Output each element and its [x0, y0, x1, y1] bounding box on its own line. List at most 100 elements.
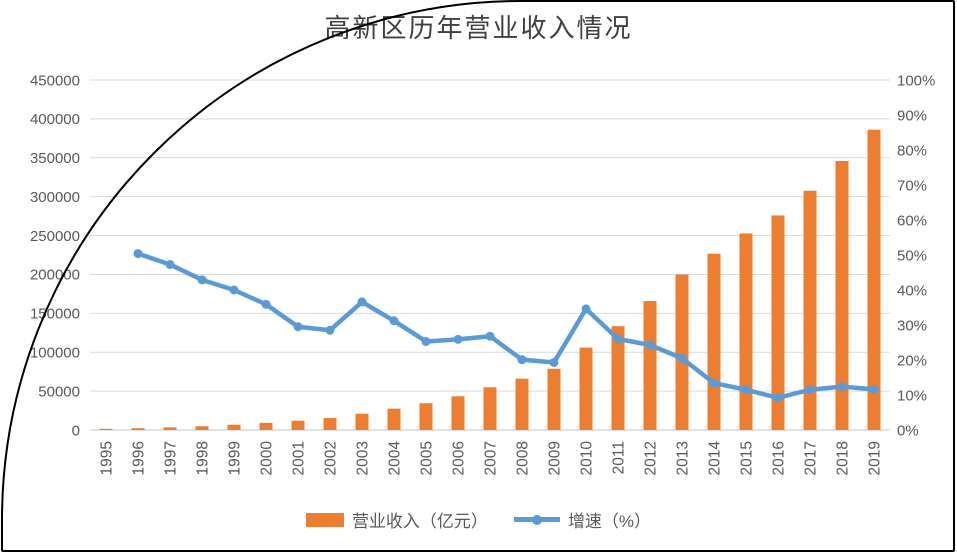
- x-axis-label-1997: 1997: [162, 441, 179, 475]
- growth-marker-2015: [741, 385, 751, 395]
- revenue-bar-2014: [707, 253, 721, 430]
- right-axis-label: 10%: [897, 387, 927, 404]
- x-axis-label-2013: 2013: [674, 441, 691, 475]
- growth-marker-2010: [581, 304, 591, 314]
- growth-marker-2008: [517, 355, 527, 365]
- revenue-bar-2006: [451, 396, 465, 430]
- revenue-bar-2019: [867, 129, 881, 430]
- growth-marker-2012: [645, 340, 655, 350]
- right-axis-label: 20%: [897, 352, 927, 369]
- x-axis-label-1995: 1995: [98, 441, 115, 475]
- growth-marker-1998: [197, 275, 207, 285]
- growth-marker-2007: [485, 331, 495, 341]
- right-axis-label: 40%: [897, 282, 927, 299]
- right-axis-label: 60%: [897, 212, 927, 229]
- right-axis-label: 0%: [897, 422, 919, 439]
- x-axis-label-2012: 2012: [642, 441, 659, 475]
- growth-marker-2014: [709, 378, 719, 388]
- revenue-bar-2007: [483, 387, 497, 430]
- revenue-bar-1999: [227, 424, 241, 430]
- revenue-bar-1996: [131, 428, 145, 430]
- x-axis-label-2004: 2004: [386, 441, 403, 476]
- right-axis-label: 80%: [897, 142, 927, 159]
- x-axis-label-2017: 2017: [802, 441, 819, 475]
- revenue-bar-1995: [99, 428, 113, 430]
- revenue-bar-2013: [675, 274, 689, 430]
- growth-marker-2000: [261, 299, 271, 309]
- x-axis-label-1999: 1999: [226, 441, 243, 475]
- x-axis-label-1998: 1998: [194, 441, 211, 475]
- revenue-bar-2012: [643, 301, 657, 430]
- x-axis-label-2011: 2011: [610, 441, 627, 474]
- legend-item-growth: 增速（%）: [513, 507, 652, 532]
- x-axis-label-2015: 2015: [738, 441, 755, 475]
- left-axis-label: 400000: [30, 111, 80, 128]
- chart-title: 高新区历年营业收入情况: [324, 14, 633, 43]
- x-axis-label-1996: 1996: [130, 441, 147, 475]
- right-axis-label: 70%: [897, 177, 927, 194]
- growth-line: [135, 251, 877, 401]
- revenue-bar-2005: [419, 403, 433, 430]
- legend-revenue-label: 营业收入（亿元）: [351, 512, 488, 531]
- revenue-bar-2001: [291, 420, 305, 430]
- growth-marker-2001: [293, 322, 303, 332]
- x-axis-label-2014: 2014: [706, 441, 723, 476]
- revenue-bar-2018: [835, 160, 849, 430]
- legend: 营业收入（亿元） 增速（%）: [0, 507, 957, 532]
- legend-growth-label: 增速（%）: [567, 512, 652, 531]
- revenue-bar-2015: [739, 233, 753, 430]
- revenue-bar-1998: [195, 426, 209, 430]
- growth-marker-1999: [229, 285, 239, 295]
- revenue-bar-2011: [611, 326, 625, 430]
- revenue-bar-2004: [387, 408, 401, 430]
- revenue-bar-1997: [163, 427, 177, 430]
- growth-marker-2003: [357, 297, 367, 307]
- x-axis-label-2007: 2007: [482, 441, 499, 475]
- right-axis-label: 90%: [897, 107, 927, 124]
- growth-marker-2013: [677, 353, 687, 363]
- growth-marker-1996: [133, 249, 143, 259]
- growth-marker-2009: [549, 357, 559, 367]
- revenue-bar-2003: [355, 413, 369, 430]
- growth-marker-2019: [869, 384, 879, 394]
- growth-marker-2016: [773, 393, 783, 403]
- right-axis-label: 30%: [897, 317, 927, 334]
- revenue-bar-2008: [515, 378, 529, 430]
- left-axis-label: 150000: [30, 306, 80, 323]
- left-axis-label: 50000: [38, 383, 80, 400]
- x-axis-label-2003: 2003: [354, 441, 371, 475]
- left-axis-label: 350000: [30, 150, 80, 167]
- x-axis-label-2005: 2005: [418, 441, 435, 475]
- x-axis-label-2000: 2000: [258, 441, 275, 476]
- growth-marker-2005: [421, 336, 431, 346]
- growth-marker-2006: [453, 334, 463, 344]
- x-axis-label-2006: 2006: [450, 441, 467, 475]
- legend-item-revenue: 营业收入（亿元）: [305, 507, 488, 532]
- x-axis-label-2009: 2009: [546, 441, 563, 475]
- x-axis-label-2008: 2008: [514, 441, 531, 475]
- x-axis-label-2002: 2002: [322, 441, 339, 475]
- growth-marker-2011: [613, 334, 623, 344]
- left-axis-label: 200000: [30, 267, 80, 284]
- right-axis-label: 100%: [897, 72, 935, 89]
- x-axis-label-2001: 2001: [290, 441, 307, 475]
- left-axis-label: 450000: [30, 72, 80, 89]
- growth-marker-2018: [837, 382, 847, 392]
- left-axis-label: 300000: [30, 189, 80, 206]
- revenue-bar-2009: [547, 368, 561, 430]
- revenue-swatch-icon: [305, 512, 344, 527]
- growth-marker-icon: [531, 514, 542, 525]
- revenue-bar-2010: [579, 347, 593, 430]
- left-axis-label: 250000: [30, 228, 80, 245]
- growth-marker-1997: [165, 259, 175, 269]
- x-axis-label-2010: 2010: [578, 441, 595, 476]
- growth-marker-2017: [805, 385, 815, 395]
- right-axis-label: 50%: [897, 247, 927, 264]
- growth-marker-2002: [325, 325, 335, 335]
- left-axis-label: 0: [72, 422, 80, 439]
- x-axis-label-2019: 2019: [866, 441, 883, 475]
- revenue-bar-2002: [323, 418, 337, 430]
- revenue-bar-2016: [771, 215, 785, 430]
